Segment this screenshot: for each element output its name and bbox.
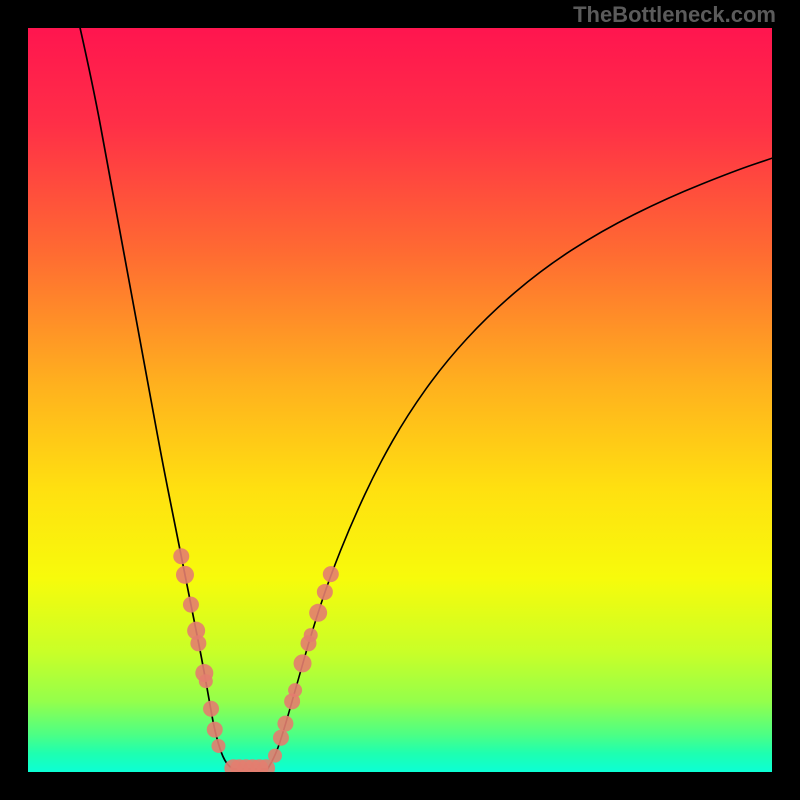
data-marker bbox=[207, 722, 223, 738]
plot-area bbox=[28, 28, 772, 772]
data-marker bbox=[211, 739, 225, 753]
data-marker bbox=[183, 597, 199, 613]
data-marker bbox=[203, 701, 219, 717]
data-marker bbox=[176, 566, 194, 584]
data-marker bbox=[268, 749, 282, 763]
chart-root: TheBottleneck.com bbox=[0, 0, 800, 800]
data-marker bbox=[277, 716, 293, 732]
data-marker bbox=[288, 683, 302, 697]
data-marker bbox=[294, 654, 312, 672]
data-marker bbox=[190, 635, 206, 651]
gradient-background bbox=[28, 28, 772, 772]
data-marker bbox=[317, 584, 333, 600]
data-marker bbox=[173, 548, 189, 564]
data-marker bbox=[323, 566, 339, 582]
data-marker bbox=[304, 628, 318, 642]
data-marker bbox=[273, 730, 289, 746]
watermark-label: TheBottleneck.com bbox=[573, 2, 776, 28]
data-marker bbox=[199, 674, 213, 688]
plot-svg bbox=[28, 28, 772, 772]
data-marker bbox=[309, 604, 327, 622]
